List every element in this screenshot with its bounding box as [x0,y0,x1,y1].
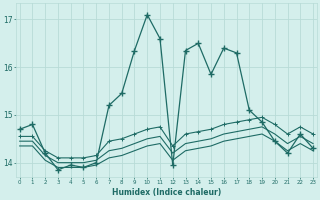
X-axis label: Humidex (Indice chaleur): Humidex (Indice chaleur) [112,188,221,197]
